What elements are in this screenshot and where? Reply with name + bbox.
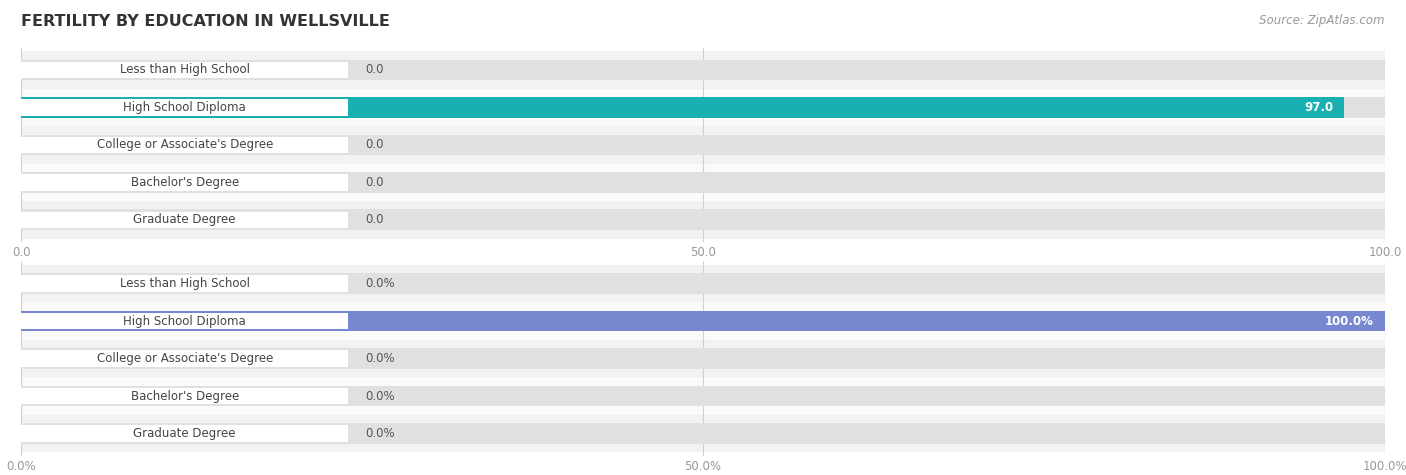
Text: College or Associate's Degree: College or Associate's Degree: [97, 352, 273, 365]
Bar: [21, 97, 1344, 118]
Bar: [21, 423, 1385, 444]
Bar: [21, 311, 1385, 332]
Bar: [21, 174, 349, 190]
Bar: [21, 415, 1385, 452]
Text: 0.0%: 0.0%: [364, 390, 395, 403]
Text: High School Diploma: High School Diploma: [124, 314, 246, 328]
Text: 100.0%: 100.0%: [1324, 314, 1374, 328]
Bar: [21, 274, 1385, 294]
Text: Less than High School: Less than High School: [120, 277, 250, 290]
Bar: [21, 209, 1385, 230]
Bar: [21, 351, 349, 367]
Bar: [21, 311, 1385, 332]
Bar: [21, 313, 349, 330]
Text: Graduate Degree: Graduate Degree: [134, 213, 236, 226]
Text: Bachelor's Degree: Bachelor's Degree: [131, 176, 239, 189]
Bar: [21, 265, 1385, 303]
Text: 0.0: 0.0: [364, 138, 384, 152]
Bar: [21, 211, 349, 228]
Bar: [21, 340, 1385, 377]
Bar: [21, 60, 1385, 80]
Bar: [21, 51, 1385, 89]
Bar: [21, 62, 349, 78]
Bar: [21, 137, 349, 153]
Text: Bachelor's Degree: Bachelor's Degree: [131, 390, 239, 403]
Text: Less than High School: Less than High School: [120, 64, 250, 76]
Text: FERTILITY BY EDUCATION IN WELLSVILLE: FERTILITY BY EDUCATION IN WELLSVILLE: [21, 14, 389, 29]
Bar: [21, 276, 349, 292]
Bar: [21, 303, 1385, 340]
Text: 0.0%: 0.0%: [364, 427, 395, 440]
Bar: [21, 126, 1385, 163]
Bar: [21, 377, 1385, 415]
Bar: [21, 99, 349, 115]
Text: High School Diploma: High School Diploma: [124, 101, 246, 114]
Text: Graduate Degree: Graduate Degree: [134, 427, 236, 440]
Bar: [21, 425, 349, 442]
Text: 0.0: 0.0: [364, 176, 384, 189]
Bar: [21, 388, 349, 404]
Text: 97.0: 97.0: [1303, 101, 1333, 114]
Text: Source: ZipAtlas.com: Source: ZipAtlas.com: [1260, 14, 1385, 27]
Text: 0.0: 0.0: [364, 64, 384, 76]
Text: 0.0%: 0.0%: [364, 277, 395, 290]
Text: College or Associate's Degree: College or Associate's Degree: [97, 138, 273, 152]
Text: 0.0%: 0.0%: [364, 352, 395, 365]
Bar: [21, 172, 1385, 193]
Bar: [21, 163, 1385, 201]
Bar: [21, 386, 1385, 407]
Bar: [21, 201, 1385, 238]
Bar: [21, 97, 1385, 118]
Text: 0.0: 0.0: [364, 213, 384, 226]
Bar: [21, 348, 1385, 369]
Bar: [21, 89, 1385, 126]
Bar: [21, 134, 1385, 155]
